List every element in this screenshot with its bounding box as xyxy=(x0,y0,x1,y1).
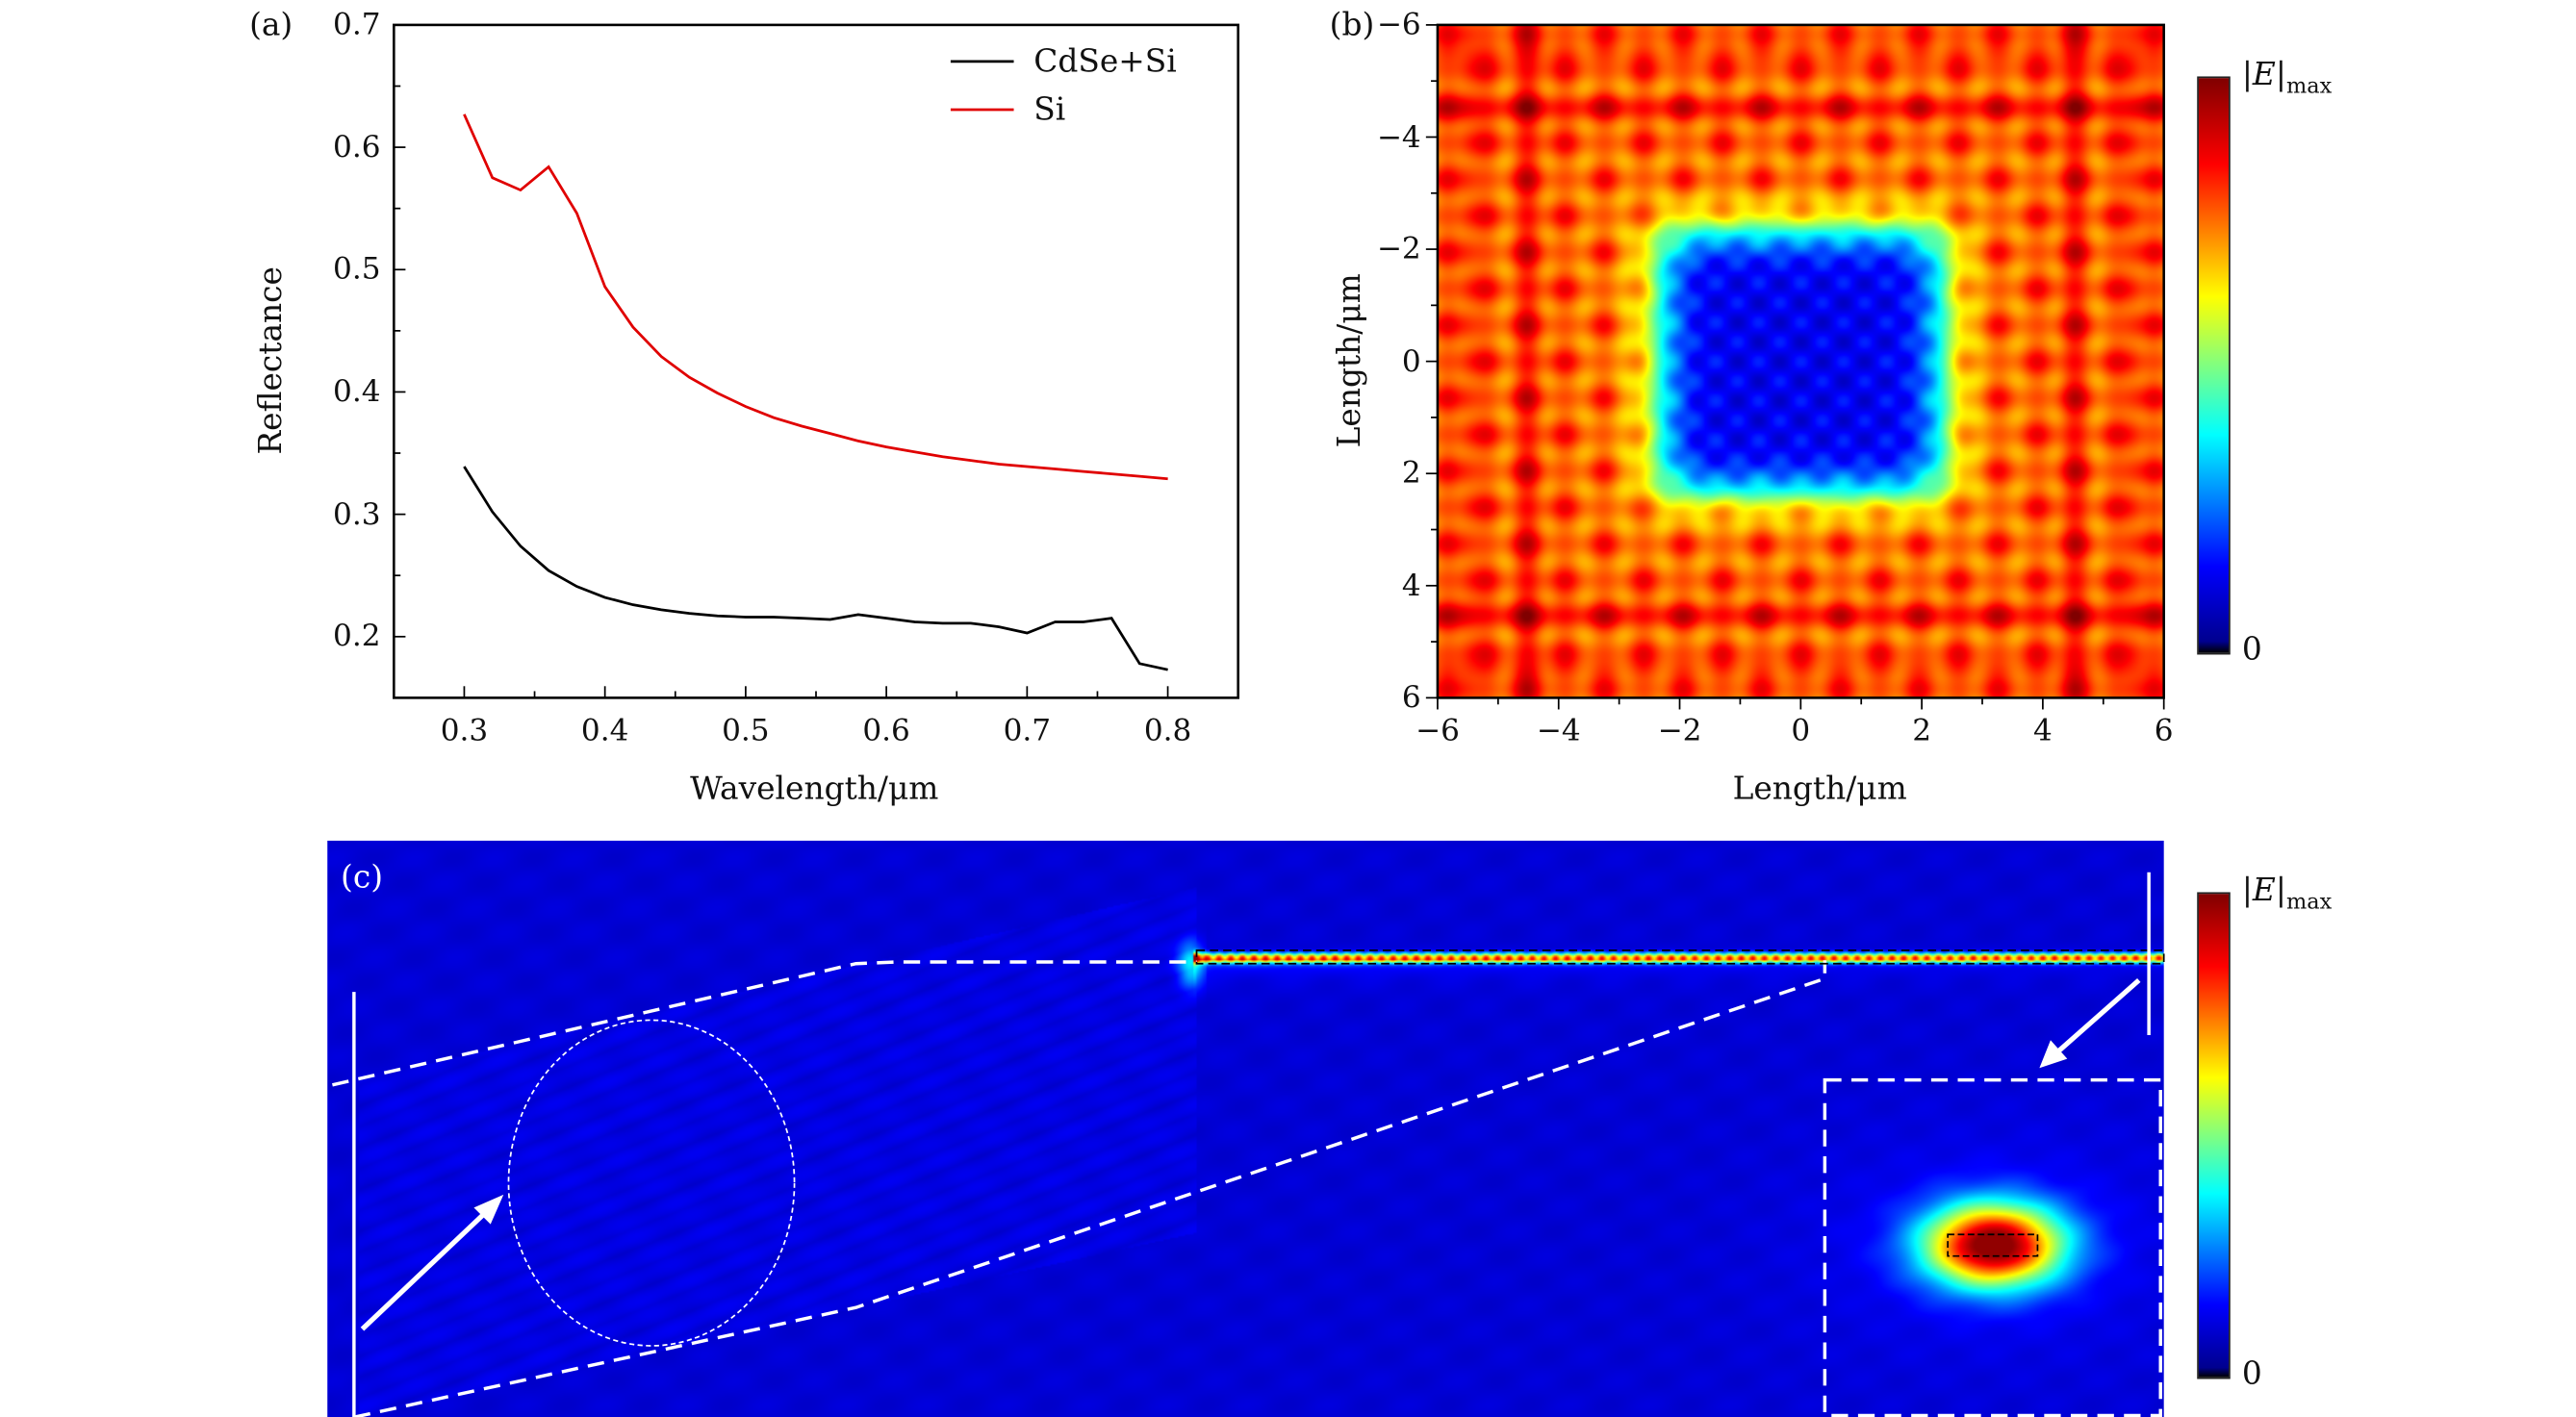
series-line-si xyxy=(463,114,1168,481)
x-axis-label: Wavelength/μm xyxy=(690,771,939,808)
y-tick-label-b: −4 xyxy=(1376,119,1421,155)
x-tick-label-b: −6 xyxy=(1416,713,1460,749)
colorbar-c-min: 0 xyxy=(2241,1355,2262,1393)
x-tick-label: 0.4 xyxy=(580,713,629,749)
colorbar-b-min: 0 xyxy=(2241,631,2262,669)
colorbar-c-max-sub: max xyxy=(2285,890,2333,916)
y-tick-label-b: 4 xyxy=(1401,568,1421,603)
y-tick-label: 0.7 xyxy=(333,7,381,43)
colorbar-c-max-text: |E| xyxy=(2241,872,2286,909)
legend-label-si: Si xyxy=(1033,90,1066,128)
y-tick-label-b: 2 xyxy=(1401,456,1421,492)
input-arrow xyxy=(360,1207,491,1331)
legend-label-cdse-si: CdSe+Si xyxy=(1033,42,1177,80)
y-tick-label: 0.6 xyxy=(333,129,381,165)
x-tick-label-b: −4 xyxy=(1536,713,1581,749)
field-map-c xyxy=(327,840,2164,1417)
output-arrow xyxy=(2052,978,2141,1057)
x-tick-label: 0.6 xyxy=(862,713,910,749)
output-arrow-head xyxy=(2039,1040,2068,1069)
inset-box xyxy=(1823,1077,2162,1417)
colorbar-c-max: |E|max xyxy=(2242,873,2332,916)
x-tick-label: 0.3 xyxy=(440,713,489,749)
x-tick-label-b: 2 xyxy=(1912,713,1931,749)
x-tick-label-b: −2 xyxy=(1657,713,1702,749)
colorbar-b xyxy=(2197,76,2231,655)
colorbar-b-max-sub: max xyxy=(2285,74,2333,100)
source-region-circle xyxy=(507,1019,796,1347)
panel-b-label: (b) xyxy=(1329,6,1375,43)
x-tick-label-b: 6 xyxy=(2154,713,2174,749)
colorbar-c xyxy=(2197,892,2231,1379)
x-axis-label-b: Length/μm xyxy=(1732,771,1907,808)
y-tick-label-b: 6 xyxy=(1401,680,1421,716)
taper-outline-bottom xyxy=(353,960,1827,1417)
x-tick-label: 0.5 xyxy=(722,713,770,749)
y-tick-label: 0.2 xyxy=(333,619,381,654)
x-tick-label: 0.7 xyxy=(1003,713,1052,749)
waveguide-outline xyxy=(1195,949,2165,965)
field-map-b xyxy=(1437,24,2164,698)
panel-a-label: (a) xyxy=(249,6,293,43)
panel-c-label: (c) xyxy=(341,858,384,896)
y-tick-label-b: −6 xyxy=(1376,7,1421,43)
y-tick-label: 0.5 xyxy=(333,252,381,288)
y-tick-label-b: −2 xyxy=(1376,231,1421,267)
x-tick-label-b: 4 xyxy=(2032,713,2053,749)
y-tick-label: 0.3 xyxy=(333,496,381,532)
y-tick-label: 0.4 xyxy=(333,374,381,410)
taper-outline-top xyxy=(332,960,1197,1087)
colorbar-b-max-text: |E| xyxy=(2241,56,2286,93)
inset-waveguide-outline xyxy=(1947,1233,2039,1257)
input-arrow-head xyxy=(473,1194,504,1225)
series-line-cdse-si xyxy=(463,466,1168,671)
colorbar-b-max: |E|max xyxy=(2242,57,2332,100)
x-tick-label-b: 0 xyxy=(1791,713,1811,749)
x-tick-label: 0.8 xyxy=(1143,713,1192,749)
y-tick-label-b: 0 xyxy=(1401,343,1421,379)
